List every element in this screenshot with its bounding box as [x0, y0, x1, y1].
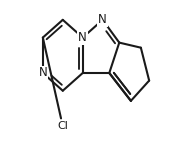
Text: N: N — [78, 31, 87, 44]
Text: Cl: Cl — [57, 121, 68, 131]
Text: N: N — [38, 66, 47, 80]
Text: N: N — [98, 13, 107, 26]
